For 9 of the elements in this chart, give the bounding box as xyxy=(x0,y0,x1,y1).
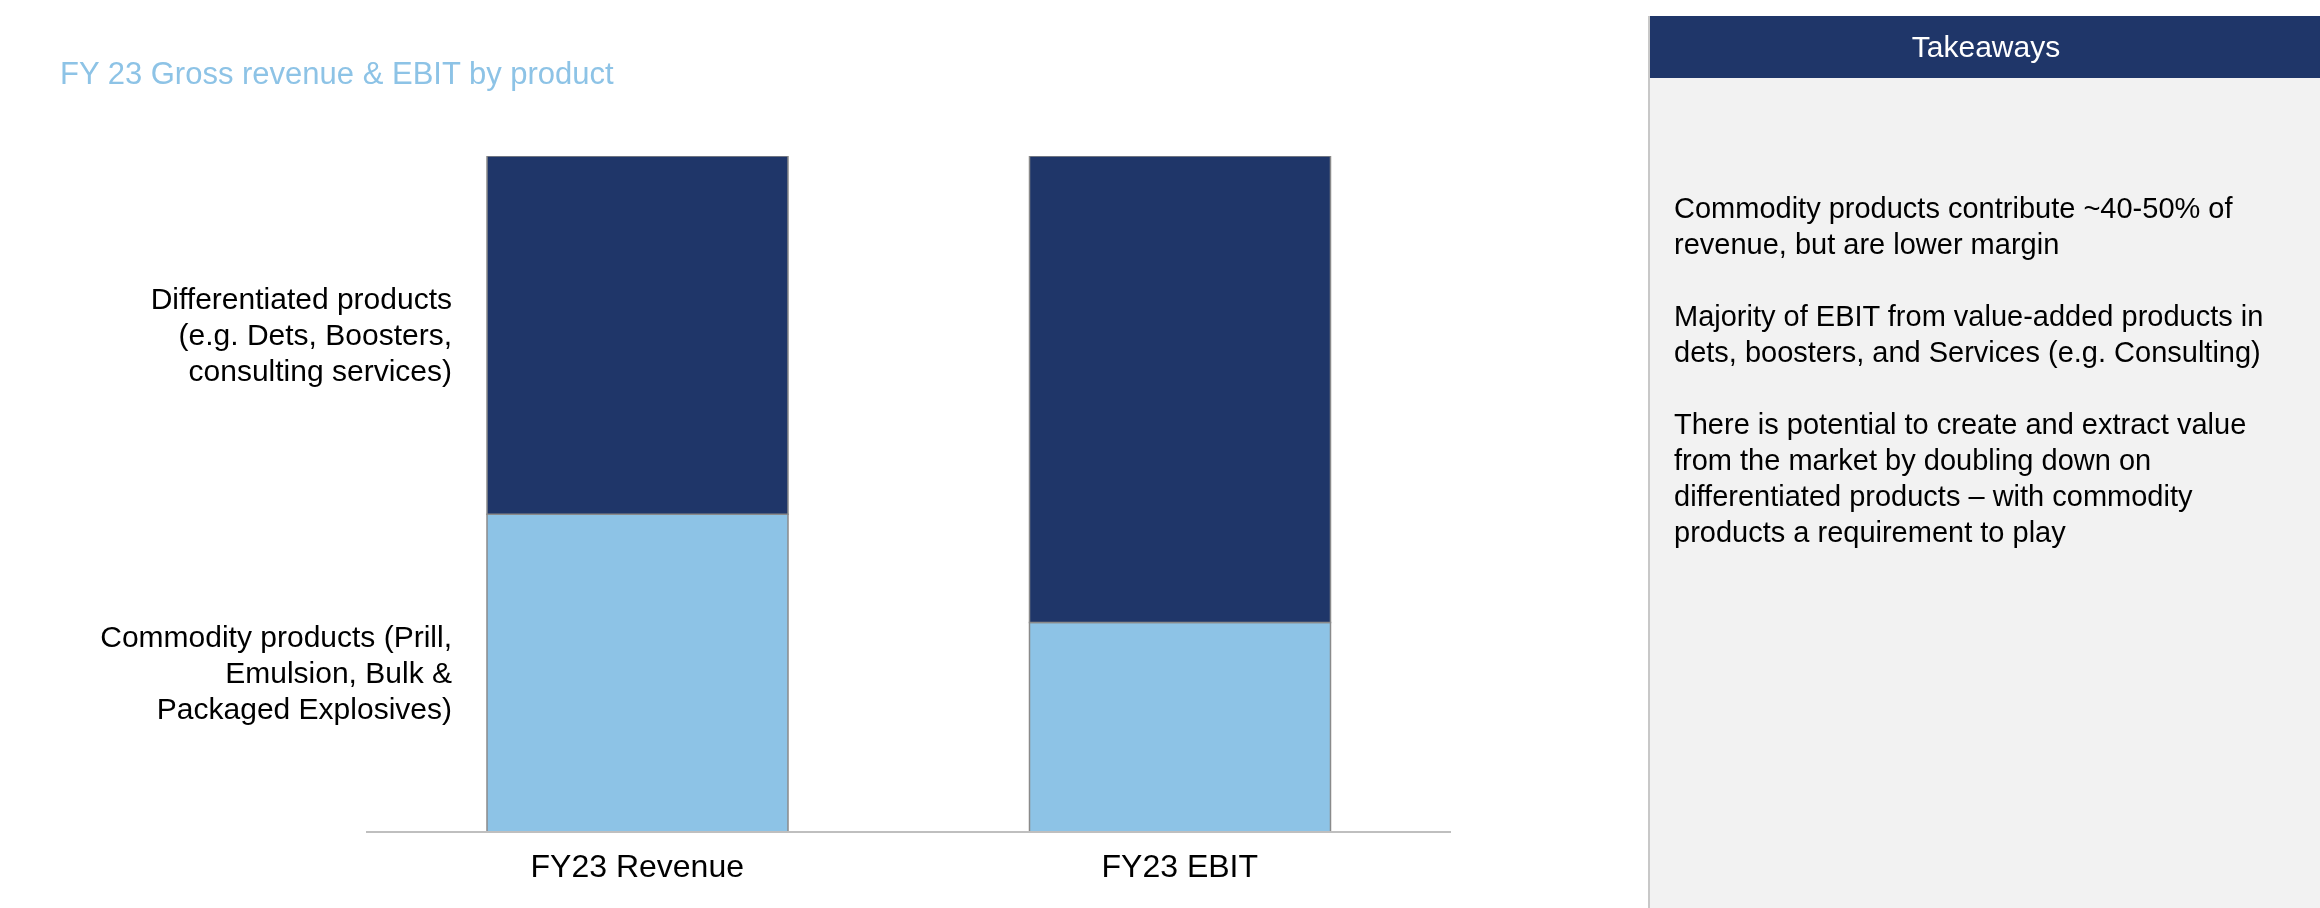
text: Takeaways xyxy=(1650,16,2320,78)
x-tick-label: FY23 Revenue xyxy=(530,847,744,884)
text: Majority of EBIT from value-added products in dets, boosters, and Services (e.g. Consulting) xyxy=(1674,299,2265,370)
text: Commodity products contribute ~40-50% of revenue, but are lower margin xyxy=(1674,191,2234,262)
series-label: Commodity products (Prill, Emulsion, Bulk & Packaged Explosives) xyxy=(99,619,452,728)
x-tick-label: FY23 EBIT xyxy=(1101,847,1258,884)
chart-title: FY 23 Gross revenue & EBIT by product xyxy=(60,56,614,92)
text: There is potential to create and extract value from the market by doubling down on differentiated products – with commodity products a requirement to play xyxy=(1674,407,2248,550)
series-label: Differentiated products (e.g. Dets, Boosters, consulting services) xyxy=(149,281,452,390)
